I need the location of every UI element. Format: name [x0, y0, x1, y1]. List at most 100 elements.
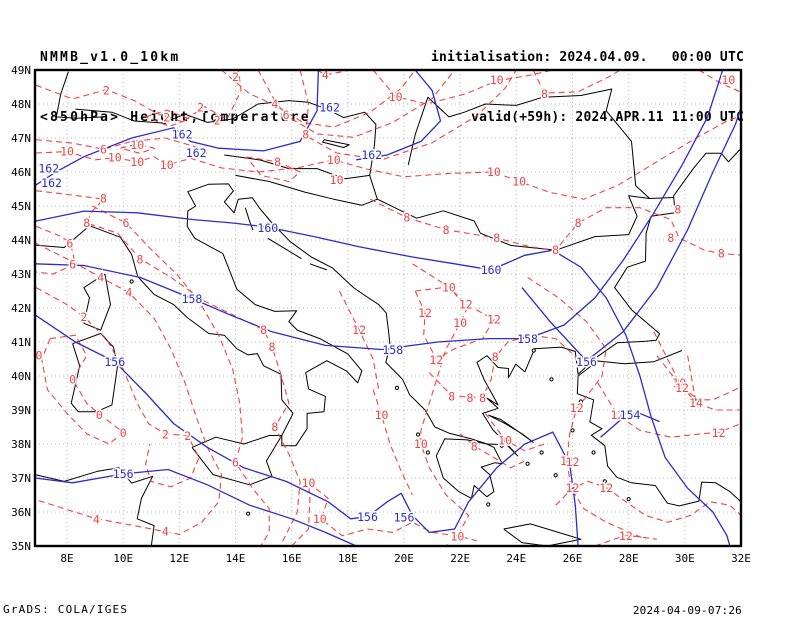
island — [602, 479, 607, 484]
temp-contour-label-text: 10 — [414, 437, 428, 451]
temp-contour-label-text: 12 — [459, 298, 473, 312]
temp-contour-label-text: 8 — [269, 340, 276, 354]
height-contour-label-text: 162 — [41, 176, 62, 190]
lat-tick-label: 42N — [11, 302, 31, 315]
lon-tick-label: 8E — [60, 552, 73, 565]
temp-contour-8 — [428, 334, 579, 398]
temp-contour-label-text: 8 — [448, 389, 455, 403]
temp-contour-label-text: 12 — [611, 408, 625, 422]
height-contour-label-text: 156 — [113, 467, 134, 481]
temp-contour-label-text: 0 — [120, 426, 127, 440]
init-time: initialisation: 2024.04.09. 00:00 UTC — [430, 50, 744, 65]
height-contour-154 — [600, 412, 660, 438]
temp-contour-12 — [338, 290, 380, 390]
lon-tick-label: 10E — [113, 552, 133, 565]
height-contour-label-text: 162 — [186, 146, 207, 160]
lon-tick-label: 14E — [226, 552, 246, 565]
lat-tick-label: 49N — [11, 64, 31, 77]
temp-contour-label-text: 8 — [471, 440, 478, 454]
temp-contour-label-text: 8 — [274, 155, 281, 169]
height-contour-label-text: 162 — [172, 128, 193, 142]
temp-contour-label-text: 12 — [712, 426, 726, 440]
temp-contour-label-text: 8 — [667, 231, 674, 245]
temp-contour-label-text: 4 — [271, 97, 278, 111]
height-contour-162 — [34, 69, 320, 187]
temp-contour-label-text: 6 — [232, 456, 239, 470]
temp-contour-6 — [36, 137, 211, 156]
lon-tick-label: 12E — [169, 552, 189, 565]
temp-contour-label-text: 10 — [672, 376, 686, 390]
temp-contour-label-text: 8 — [575, 216, 582, 230]
temp-contour-label-text: 12 — [619, 529, 633, 543]
coastline — [55, 71, 104, 119]
temp-contour-10 — [698, 69, 742, 93]
temp-contour-label-text: 10 — [721, 73, 735, 87]
coastline — [576, 350, 742, 507]
height-contour-label-text: 158 — [517, 332, 538, 346]
temp-contour-12 — [656, 355, 700, 401]
height-contour-158 — [34, 69, 724, 351]
temp-contour-12 — [527, 276, 646, 540]
island — [246, 511, 251, 516]
temp-contour-label-text: 12 — [429, 353, 443, 367]
coastline — [83, 273, 111, 331]
axis-labels: 35N 36N 37N 38N 39N 40N 41N 42N 43N 44N 45N 46N 47N 4… — [11, 64, 751, 565]
temp-contour-label-text: 10 — [108, 151, 122, 165]
temp-contour-label-text: 8 — [302, 128, 309, 142]
island — [553, 473, 558, 478]
height-contour-156 — [34, 314, 579, 547]
coastline — [70, 333, 119, 413]
height-contour-layer — [34, 69, 742, 547]
temp-contour-label-text: 0 — [96, 408, 103, 422]
coastline — [407, 97, 429, 166]
island — [591, 450, 596, 455]
island — [129, 279, 134, 284]
graticule-grid — [35, 70, 742, 546]
temp-contour-label-text: 6 — [100, 143, 107, 157]
temp-contour-label-text: 12 — [675, 381, 689, 395]
temp-contour-label-text: 12 — [487, 313, 501, 327]
temp-contour-label-text: 8 — [100, 192, 107, 206]
temp-contour-label-text: 12 — [570, 401, 584, 415]
island — [499, 443, 504, 448]
temp-contour-10 — [120, 143, 157, 154]
lat-tick-label: 38N — [11, 438, 31, 451]
temp-contour-12 — [597, 382, 742, 438]
temp-contour-8 — [246, 156, 302, 183]
temp-contour-label-text: 8 — [492, 350, 499, 364]
temp-contour-10 — [291, 481, 478, 547]
temp-contour-label-text: 8 — [443, 223, 450, 237]
height-contour-label-text: 160 — [481, 263, 502, 277]
temp-contour-label-text: 6 — [123, 216, 130, 230]
island — [425, 450, 430, 455]
temp-contour-label-text: 10 — [130, 155, 144, 169]
temp-contour-10 — [653, 331, 742, 401]
lat-tick-label: 41N — [11, 336, 31, 349]
temp-contour-12 — [555, 480, 742, 523]
temp-contour-label-text: 8 — [271, 420, 278, 434]
lat-tick-label: 36N — [11, 506, 31, 519]
height-contour-label-text: 162 — [361, 148, 382, 162]
height-contour-label-text: 156 — [357, 510, 378, 524]
lon-tick-label: 26E — [563, 552, 583, 565]
temp-contour-label-text: 2 — [80, 310, 87, 324]
lon-tick-label: 16E — [282, 552, 302, 565]
lat-tick-label: 40N — [11, 370, 31, 383]
model-name: NMMB_v1.0_10km — [40, 50, 181, 65]
temp-contour-label-text: 8 — [541, 87, 548, 101]
lon-tick-label: 24E — [506, 552, 526, 565]
coastline — [503, 523, 582, 547]
temp-contour-label-text: 10 — [490, 73, 504, 87]
temp-contour-label-text: 10 — [487, 165, 501, 179]
temp-contour-8 — [36, 190, 301, 547]
coastline — [488, 414, 534, 443]
lat-tick-label: 37N — [11, 472, 31, 485]
valid-time: valid(+59h): 2024.APR.11 11:00 UTC — [471, 110, 744, 125]
temp-contour-label-text: 6 — [66, 236, 73, 250]
map-frame — [33, 68, 743, 548]
coastline — [34, 149, 741, 457]
lon-tick-label: 22E — [450, 552, 470, 565]
temp-contour-label-text: 8 — [552, 243, 559, 257]
temp-contour-14 — [687, 355, 741, 411]
